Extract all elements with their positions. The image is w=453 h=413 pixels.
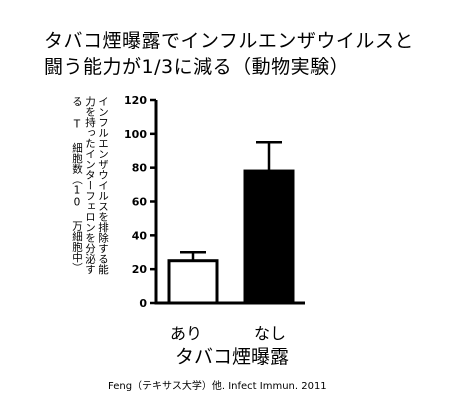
category-label-nashi: なし bbox=[253, 324, 286, 343]
y-axis-label-line-1: インフルエンザウイルスを排除する能 bbox=[97, 96, 109, 275]
y-tick-label-120: 120 bbox=[124, 94, 147, 107]
y-tick-label-60: 60 bbox=[132, 196, 148, 209]
chart-title-line-2: 闘う能力が1/3に減る（動物実験） bbox=[44, 56, 350, 78]
y-tick-label-20: 20 bbox=[132, 263, 148, 276]
y-tick-label-0: 0 bbox=[139, 297, 147, 310]
bar-1 bbox=[243, 169, 295, 305]
source-citation: Feng（テキサス大学）他. Infect Immun. 2011 bbox=[108, 381, 327, 392]
y-tick-label-80: 80 bbox=[132, 162, 148, 175]
y-axis-label-line-2: 力を持ったインターフェロンを分泌す bbox=[84, 96, 96, 275]
y-axis-label-line-3: る T 細胞数（10 万細胞中） bbox=[71, 96, 83, 273]
category-label-ari: あり bbox=[169, 324, 202, 343]
y-tick-label-100: 100 bbox=[124, 128, 147, 141]
bar-0 bbox=[167, 259, 219, 305]
chart-title-line-1: タバコ煙曝露でインフルエンザウイルスと bbox=[44, 30, 414, 52]
x-axis-label: タバコ煙曝露 bbox=[175, 346, 290, 368]
y-tick-label-40: 40 bbox=[132, 229, 148, 242]
